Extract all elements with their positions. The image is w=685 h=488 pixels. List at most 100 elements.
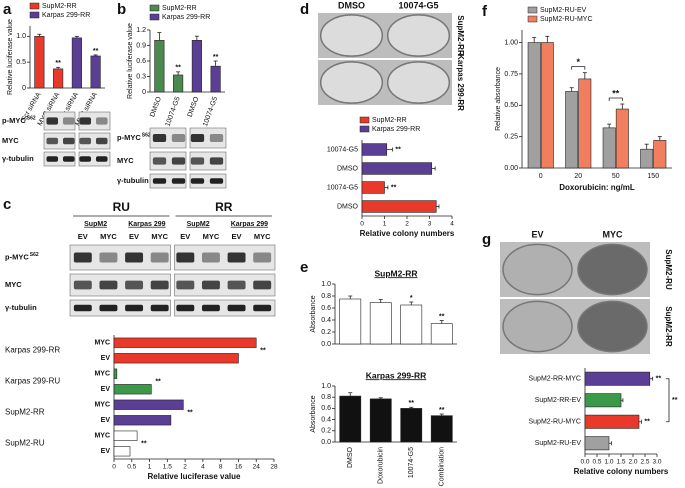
- lane-label: MYC: [151, 232, 168, 241]
- y-tick-label: SupM2-RU-EV: [535, 440, 582, 447]
- blot-strip: [174, 273, 276, 297]
- group-label: Karpas 299-RR: [5, 346, 60, 355]
- y-tick-label: 1.2: [136, 27, 146, 34]
- x-tick-label: 10074-G5: [202, 96, 219, 128]
- plate-column-label: MYC: [603, 229, 624, 239]
- bar: [173, 74, 184, 93]
- annotation: **: [656, 376, 662, 383]
- blot-strip: [69, 299, 171, 317]
- legend-label: Karpas 299-RR: [162, 14, 210, 21]
- chart-title: Karpas 299-RR: [366, 370, 426, 380]
- bar: [339, 395, 362, 443]
- y-tick-label: 10074-G5: [327, 184, 358, 191]
- y-tick-label: SupM2-RR-MYC: [528, 376, 581, 383]
- x-tick-label: 0: [112, 464, 116, 471]
- bar: [361, 200, 437, 213]
- y-tick-label: 1.0: [16, 33, 26, 40]
- blot-strip: [78, 132, 111, 150]
- blot-band: [95, 156, 108, 162]
- bar: [369, 302, 392, 345]
- y-tick-label: 0.2: [321, 329, 331, 336]
- y-tick-label: 0.75: [504, 71, 518, 78]
- blot-band: [79, 137, 92, 145]
- y-tick-label: EV: [101, 386, 111, 393]
- blot-band: [171, 157, 186, 165]
- blot-band: [125, 304, 144, 312]
- cell-line-label: Karpas 299: [128, 221, 165, 228]
- legend-label: SupM2-RR: [42, 3, 77, 10]
- legend-swatch: [359, 125, 370, 133]
- y-tick-label: 0.8: [321, 293, 331, 300]
- bar: [90, 55, 101, 89]
- bar: [540, 42, 554, 169]
- x-tick-label: 1.5: [163, 464, 172, 471]
- lane-label: EV: [180, 232, 190, 241]
- bar: [339, 298, 362, 345]
- y-tick-label: DMSO: [337, 203, 359, 210]
- blot-label: γ-tubulin: [2, 154, 34, 163]
- blot-band: [73, 252, 92, 263]
- y-axis-label: Relative luciferase value: [7, 19, 14, 95]
- y-tick-label: 10074-G5: [327, 146, 358, 153]
- blot-band: [150, 252, 169, 263]
- blot-label: p-MYC: [2, 116, 26, 125]
- lane-label: EV: [232, 232, 242, 241]
- annotation: **: [187, 409, 193, 416]
- blot-header: RR: [215, 200, 233, 214]
- x-tick-label: DMSO: [149, 95, 163, 118]
- annotation: **: [93, 48, 99, 55]
- blot-band: [209, 178, 224, 184]
- bar: [113, 430, 138, 441]
- bar: [113, 353, 239, 364]
- annotation: *: [410, 295, 413, 302]
- blot-strip: [149, 151, 187, 171]
- plate: [319, 61, 384, 104]
- annotation: **: [395, 146, 401, 153]
- blot-strip: [69, 273, 171, 297]
- annotation: **: [175, 65, 181, 72]
- blot-band: [62, 156, 75, 162]
- blot-band: [171, 178, 186, 184]
- blot-band: [201, 280, 220, 290]
- blot-band: [253, 280, 272, 290]
- cell-line-label: SupM2: [187, 221, 210, 228]
- blot-band: [253, 304, 272, 312]
- plate-row-label: Karpas 299-RR: [456, 54, 465, 111]
- x-axis-label: Relative luciferase value: [148, 472, 241, 481]
- x-tick-label: 0.5: [592, 459, 601, 466]
- blot-band: [46, 137, 59, 145]
- y-tick-label: 0.2: [321, 428, 331, 435]
- x-tick-label: 1: [148, 464, 152, 471]
- blot-header: RU: [113, 200, 130, 214]
- bar: [71, 37, 82, 89]
- annotation: **: [439, 407, 445, 414]
- y-tick-label: 0.5: [16, 59, 26, 66]
- blot-label-superscript: S62: [142, 132, 151, 138]
- x-tick-label: 10074-G5: [165, 96, 182, 128]
- blot-band: [176, 280, 195, 290]
- plate-row-label: SupM2-RU: [664, 249, 673, 290]
- bar: [361, 162, 433, 175]
- panel-letter: f: [482, 3, 488, 20]
- bar: [361, 143, 388, 156]
- plate-row-label: SupM2-RR: [456, 15, 465, 56]
- y-tick-label: 1.0: [321, 383, 331, 390]
- blot-band: [79, 117, 92, 125]
- bar: [369, 398, 392, 443]
- annotation: **: [409, 400, 415, 407]
- x-axis-label: Doxorubicin: ng/mL: [559, 183, 635, 192]
- bar: [653, 140, 667, 169]
- blot-strip: [43, 132, 76, 150]
- blot-band: [152, 157, 167, 165]
- annotation: **: [612, 88, 620, 98]
- blot-band: [253, 252, 272, 263]
- y-tick-label: 0.3: [136, 73, 146, 80]
- blot-band: [99, 252, 118, 263]
- blot-band: [62, 117, 75, 125]
- y-tick-label: 0.6: [321, 305, 331, 312]
- x-tick-label: 0.0: [580, 459, 589, 466]
- y-axis-label: Relative luciferase value: [127, 23, 134, 99]
- y-tick-label: 0.50: [504, 102, 518, 109]
- x-tick-label: 8: [219, 464, 223, 471]
